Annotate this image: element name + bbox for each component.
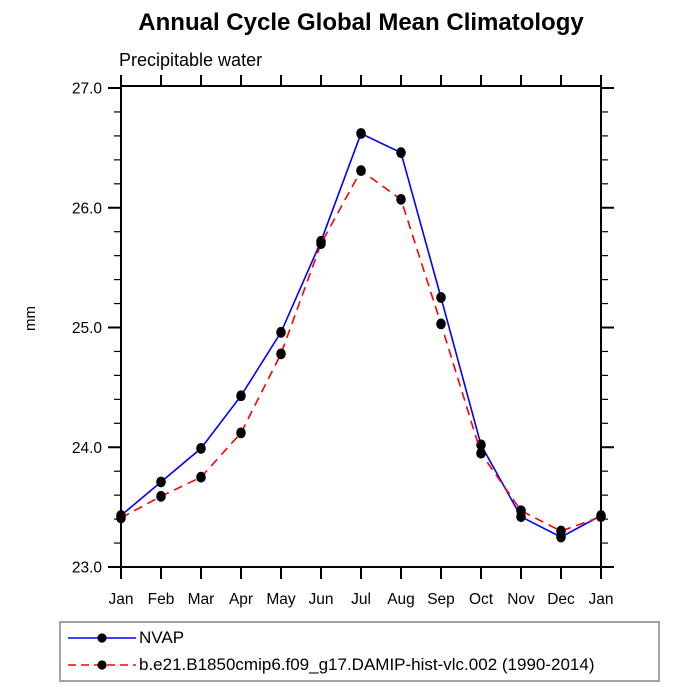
x-tick-label: Jul — [351, 591, 371, 608]
data-point-marker — [236, 390, 246, 402]
data-point-marker — [196, 471, 206, 483]
y-tick-label: 25.0 — [72, 320, 103, 337]
x-axis-tick-labels: Jan Feb Mar Apr May Jun Jul Aug Sep Oct Nov Dec Jan — [109, 591, 614, 608]
data-point-marker — [436, 292, 446, 303]
x-axis-ticks — [120, 75, 602, 579]
y-axis-ticks — [108, 87, 614, 568]
x-tick-label: Jan — [109, 591, 134, 608]
x-tick-label: Jan — [589, 591, 614, 608]
data-point-marker — [556, 525, 566, 537]
x-tick-label: Feb — [148, 591, 175, 608]
series-line — [120, 169, 602, 532]
data-point-marker — [156, 490, 166, 502]
series-nvap — [116, 128, 606, 543]
x-tick-label: Apr — [229, 591, 253, 608]
chart-subtitle: Precipitable water — [119, 50, 263, 70]
legend-item-nvap: NVAP — [66, 625, 658, 651]
legend-line-sample-icon — [68, 633, 136, 643]
series-model — [116, 165, 606, 537]
x-tick-label: Jun — [309, 591, 334, 608]
data-point-marker — [396, 193, 406, 205]
y-tick-label: 24.0 — [72, 440, 103, 457]
legend-label: b.e21.B1850cmip6.f09_g17.DAMIP-hist-vlc.… — [139, 655, 595, 675]
data-point-marker — [316, 238, 326, 250]
y-tick-label: 26.0 — [72, 200, 103, 217]
data-point-marker — [436, 318, 446, 330]
legend-label: NVAP — [139, 627, 185, 647]
data-point-marker — [236, 427, 246, 439]
y-tick-label: 23.0 — [72, 560, 103, 577]
x-tick-label: Aug — [387, 591, 415, 608]
x-tick-label: Oct — [469, 591, 494, 608]
series-line — [120, 132, 602, 539]
data-point-marker — [596, 511, 606, 523]
legend: NVAP b.e21.B1850cmip6.f09_g17.DAMIP-hist… — [59, 621, 660, 682]
x-tick-label: Dec — [547, 591, 575, 608]
x-tick-label: Sep — [427, 591, 455, 608]
data-point-marker — [396, 147, 406, 159]
legend-line-sample-icon — [68, 660, 136, 670]
plot-frame — [120, 85, 602, 568]
x-tick-label: Nov — [507, 591, 535, 608]
data-point-marker — [116, 512, 126, 524]
data-point-marker — [476, 447, 486, 459]
data-point-marker — [276, 326, 286, 338]
data-point-marker — [196, 443, 206, 454]
data-point-marker — [356, 128, 366, 139]
y-axis-tick-labels: 23.0 24.0 25.0 26.0 27.0 — [72, 81, 103, 577]
y-tick-label: 27.0 — [72, 81, 103, 98]
data-point-marker — [156, 476, 166, 488]
legend-item-model: b.e21.B1850cmip6.f09_g17.DAMIP-hist-vlc.… — [66, 652, 658, 678]
chart-title: Annual Cycle Global Mean Climatology — [138, 9, 584, 36]
data-point-marker — [476, 439, 486, 451]
data-point-marker — [356, 165, 366, 177]
x-tick-label: May — [266, 591, 296, 608]
data-point-marker — [516, 505, 526, 517]
x-tick-label: Mar — [188, 591, 215, 608]
data-point-marker — [276, 348, 286, 360]
